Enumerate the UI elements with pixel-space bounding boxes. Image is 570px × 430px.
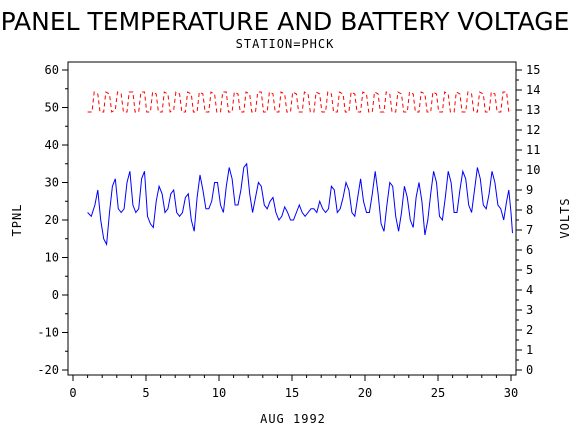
left-y-axis-label: TPNL: [10, 204, 24, 237]
left-y-tick-label: 30: [45, 176, 59, 190]
x-tick-label: 0: [69, 386, 76, 400]
right-y-tick-label: 5: [526, 263, 533, 277]
chart-subtitle: STATION=PHCK: [236, 37, 335, 51]
x-tick-label: 10: [212, 386, 226, 400]
left-y-axis-ticks: -20 -10 0 10 20 30 40 50 60: [37, 63, 68, 377]
right-y-tick-label: 0: [526, 363, 533, 377]
left-y-tick-label: 60: [45, 63, 59, 77]
volts-series-line: [87, 91, 512, 114]
right-y-tick-label: 12: [526, 123, 540, 137]
left-y-tick-label: 40: [45, 138, 59, 152]
right-y-tick-label: 9: [526, 183, 533, 197]
right-y-tick-label: 11: [526, 143, 540, 157]
x-tick-label: 20: [358, 386, 372, 400]
right-y-tick-label: 7: [526, 223, 533, 237]
chart-title: PANEL TEMPERATURE AND BATTERY VOLTAGE: [1, 7, 570, 36]
right-y-tick-label: 6: [526, 243, 533, 257]
left-y-tick-label: -20: [37, 363, 59, 377]
right-y-tick-label: 14: [526, 83, 540, 97]
left-y-tick-label: -10: [37, 326, 59, 340]
right-y-tick-label: 8: [526, 203, 533, 217]
x-tick-label: 25: [431, 386, 445, 400]
x-axis-ticks: 0 5 10 15 20 25 30: [69, 375, 518, 400]
left-y-tick-label: 10: [45, 251, 59, 265]
right-y-tick-label: 4: [526, 283, 533, 297]
right-y-tick-label: 2: [526, 323, 533, 337]
tpnl-series-line: [87, 162, 513, 247]
x-tick-label: 30: [504, 386, 518, 400]
left-y-tick-label: 20: [45, 213, 59, 227]
right-y-tick-label: 3: [526, 303, 533, 317]
x-axis-label: AUG 1992: [260, 412, 326, 426]
right-y-tick-label: 15: [526, 63, 540, 77]
right-y-tick-label: 10: [526, 163, 540, 177]
x-tick-label: 5: [142, 386, 149, 400]
right-y-axis-label: VOLTS: [558, 197, 570, 238]
left-y-tick-label: 0: [52, 288, 59, 302]
right-y-tick-label: 1: [526, 343, 533, 357]
x-tick-label: 15: [285, 386, 299, 400]
left-y-tick-label: 50: [45, 101, 59, 115]
right-y-tick-label: 13: [526, 103, 540, 117]
series-layer: [87, 91, 513, 247]
